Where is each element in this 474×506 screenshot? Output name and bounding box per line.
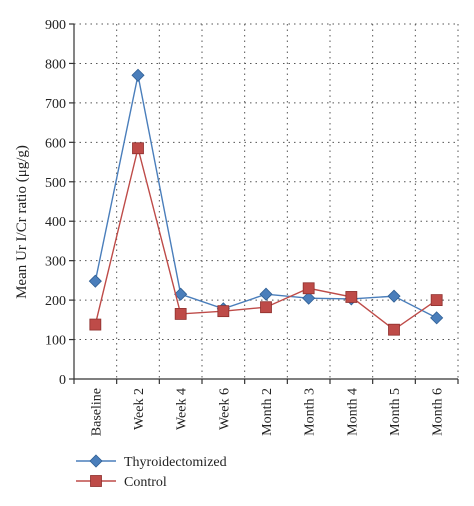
y-tick-label: 400: [45, 215, 66, 230]
data-point-control: [345, 291, 358, 303]
y-tick-label: 600: [45, 136, 66, 151]
series-layer: [88, 68, 444, 336]
data-point-thyroidectomized: [88, 274, 102, 288]
y-tick-label: 500: [45, 176, 66, 191]
y-tick-labels: 0 100 200 300 400 500 600 700 800 900: [45, 18, 66, 388]
legend-label: Control: [124, 475, 167, 490]
x-tick-label: Month 4: [345, 388, 360, 436]
data-point-thyroidectomized: [131, 68, 145, 82]
data-point-control: [430, 294, 443, 307]
data-point-thyroidectomized: [259, 287, 273, 301]
data-point-control: [89, 318, 102, 331]
legend-marker: [90, 475, 102, 487]
x-tick-label: Week 6: [217, 388, 232, 430]
x-tick-label: Month 3: [303, 388, 318, 436]
x-tick-label: Month 6: [431, 388, 446, 436]
x-tick-label: Month 2: [260, 388, 275, 436]
y-tick-label: 200: [45, 294, 66, 309]
legend-label: Thyroidectomized: [124, 455, 227, 470]
axes: [69, 23, 459, 384]
data-point-thyroidectomized: [430, 311, 444, 325]
y-axis-label: Mean Ur I/Cr ratio (μg/g): [14, 145, 30, 299]
legend-item-control: Control: [76, 475, 167, 490]
x-tick-labels: Baseline Week 2 Week 4 Week 6 Month 2 Month 3…: [89, 388, 445, 436]
data-point-control: [132, 142, 144, 155]
y-tick-label: 300: [45, 255, 66, 270]
data-point-control: [388, 323, 400, 336]
data-point-thyroidectomized: [174, 287, 188, 301]
data-point-thyroidectomized: [387, 289, 401, 303]
data-point-control: [217, 305, 230, 318]
series-thyroidectomized: [88, 68, 444, 325]
y-tick-label: 900: [45, 18, 66, 33]
legend: Thyroidectomized Control: [76, 454, 227, 490]
y-tick-label: 800: [45, 57, 66, 72]
legend-item-thyroidectomized: Thyroidectomized: [76, 454, 227, 470]
x-tick-label: Month 5: [388, 388, 403, 436]
x-tick-label: Week 4: [175, 388, 190, 430]
data-point-thyroidectomized: [302, 291, 316, 305]
data-point-control: [302, 282, 315, 295]
legend-marker: [89, 454, 103, 468]
x-tick-label: Week 2: [132, 388, 147, 430]
data-point-control: [260, 301, 272, 314]
y-tick-label: 0: [59, 373, 66, 388]
y-tick-label: 700: [45, 97, 66, 112]
data-point-control: [174, 308, 187, 320]
x-tick-label: Baseline: [89, 388, 104, 436]
series-control: [89, 142, 443, 336]
series-line-thyroidectomized: [94, 75, 437, 319]
y-tick-label: 100: [45, 334, 66, 349]
